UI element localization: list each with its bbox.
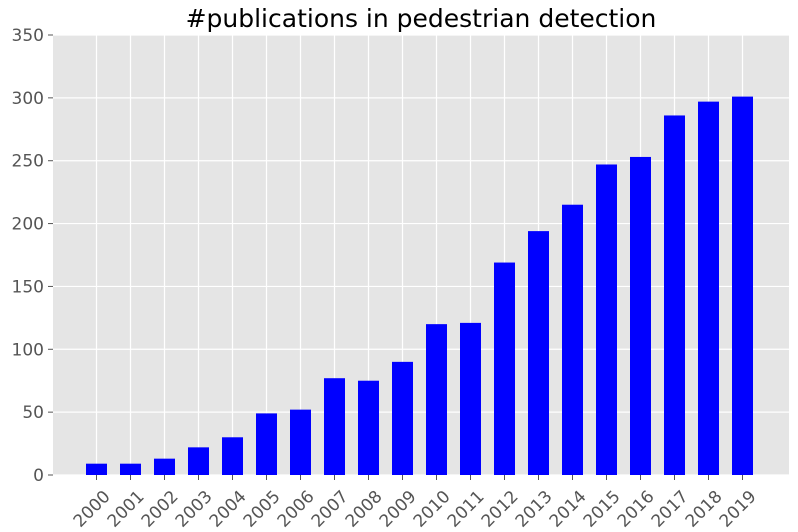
y-axis: 0 50 100 150 200 250 300 350 [12, 26, 53, 486]
y-tick-label: 100 [12, 340, 44, 360]
y-tick-label: 250 [12, 152, 44, 172]
bars-layer [86, 96, 753, 475]
x-axis: 2000200120022003200420052006200720082009… [70, 475, 761, 532]
x-tick-label: 2018 [682, 487, 727, 532]
x-tick-label: 2010 [410, 487, 455, 532]
y-tick-label: 0 [33, 466, 44, 486]
y-tick-label: 200 [12, 215, 44, 235]
x-tick-label: 2019 [716, 487, 761, 532]
bar-2018 [698, 101, 719, 475]
y-tick-label: 300 [12, 89, 44, 109]
x-tick-label: 2014 [546, 487, 591, 532]
x-tick-label: 2006 [274, 487, 319, 532]
bar-2015 [596, 164, 617, 475]
bar-2016 [630, 156, 651, 475]
bar-2008 [358, 380, 379, 475]
x-tick-label: 2004 [206, 487, 251, 532]
bar-2000 [86, 463, 107, 475]
x-tick-label: 2015 [580, 487, 625, 532]
bar-2001 [120, 463, 141, 475]
bar-2009 [392, 361, 413, 475]
y-tick-label: 350 [12, 26, 44, 46]
bar-2003 [188, 447, 209, 475]
bar-2005 [256, 413, 277, 475]
bar-2004 [222, 437, 243, 475]
bar-2013 [528, 231, 549, 475]
x-tick-label: 2013 [512, 487, 557, 532]
x-tick-label: 2016 [614, 487, 659, 532]
bar-2007 [324, 378, 345, 475]
x-tick-label: 2008 [342, 487, 387, 532]
bar-2012 [494, 262, 515, 475]
x-tick-label: 2000 [70, 487, 115, 532]
x-tick-label: 2007 [308, 487, 353, 532]
x-tick-label: 2005 [240, 487, 285, 532]
y-tick-label: 150 [12, 277, 44, 297]
x-tick-label: 2003 [172, 487, 217, 532]
bar-2014 [562, 204, 583, 475]
x-tick-label: 2011 [444, 487, 489, 532]
bar-2002 [154, 458, 175, 475]
bar-2011 [460, 322, 481, 475]
x-tick-label: 2012 [478, 487, 523, 532]
x-tick-label: 2017 [648, 487, 693, 532]
bar-2017 [664, 115, 685, 475]
chart-title: #publications in pedestrian detection [186, 4, 657, 33]
bar-2010 [426, 324, 447, 475]
x-tick-label: 2002 [138, 487, 183, 532]
x-tick-label: 2001 [104, 487, 149, 532]
y-tick-label: 50 [22, 403, 44, 423]
bar-2006 [290, 409, 311, 475]
bar-2019 [732, 96, 753, 475]
x-tick-label: 2009 [376, 487, 421, 532]
